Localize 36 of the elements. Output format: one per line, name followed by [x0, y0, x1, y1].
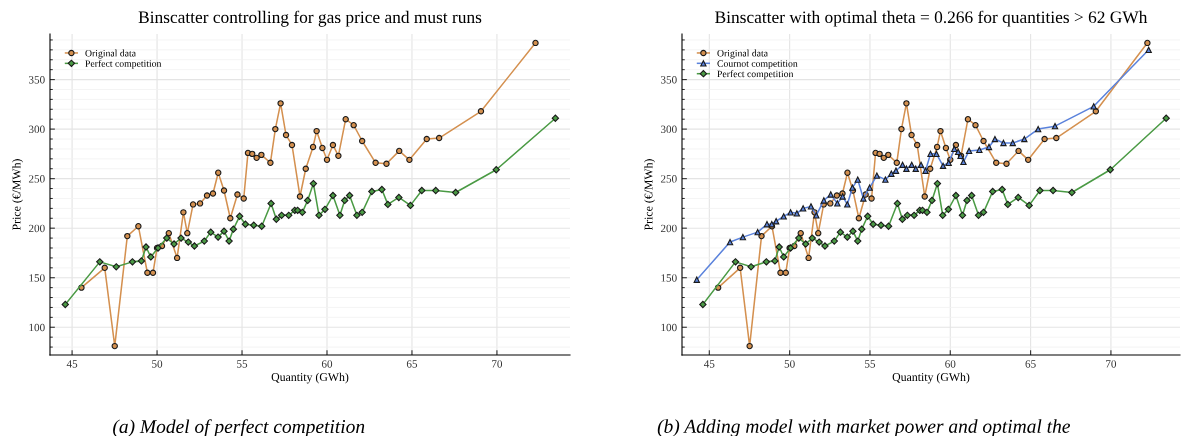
x-axis-title: Quantity (GWh) — [271, 372, 349, 384]
legend-label: Cournot competition — [717, 60, 798, 69]
x-tick-label: 45 — [703, 360, 715, 368]
y-tick-label: 350 — [29, 76, 45, 84]
legend-label: Original data — [717, 49, 768, 59]
x-tick-label: 50 — [784, 360, 795, 368]
y-tick-label: 200 — [28, 224, 45, 233]
x-tick-label: 65 — [406, 360, 418, 368]
x-axis-title: Quantity (GWh) — [892, 372, 970, 384]
y-tick-label: 100 — [29, 323, 45, 332]
legend-label: Original data — [85, 49, 136, 59]
x-tick-label: 55 — [237, 360, 248, 368]
x-tick-label: 60 — [321, 360, 333, 368]
text: (b) Adding model with market power and optimal the — [657, 419, 1071, 436]
y-tick-label: 350 — [661, 76, 677, 84]
y-tick-label: 200 — [660, 224, 677, 233]
legend-label: Perfect competition — [85, 59, 162, 69]
x-tick-label: 45 — [66, 360, 78, 368]
y-axis-title: Price (€/MWh) — [12, 159, 23, 231]
y-tick-label: 300 — [661, 125, 677, 134]
legend-label: Perfect competition — [717, 70, 794, 80]
chart-title: Binscatter controlling for gas price and must runs — [138, 10, 482, 27]
x-tick-label: 65 — [1025, 360, 1036, 368]
y-axis-title: Price (€/MWh) — [644, 159, 655, 231]
x-tick-label: 70 — [1106, 360, 1117, 368]
y-tick-label: 250 — [660, 175, 677, 183]
y-tick-label: 100 — [661, 323, 677, 332]
x-tick-label: 55 — [865, 360, 876, 368]
y-tick-label: 150 — [29, 274, 45, 282]
x-tick-label: 60 — [945, 360, 956, 368]
x-tick-label: 70 — [492, 360, 503, 368]
y-tick-label: 300 — [29, 125, 45, 134]
x-tick-label: 50 — [152, 360, 163, 368]
chart-title: Binscatter with optimal theta = 0.266 for quantities > 62 GWh — [715, 10, 1148, 27]
y-tick-label: 250 — [28, 175, 45, 183]
y-tick-label: 150 — [661, 274, 677, 282]
